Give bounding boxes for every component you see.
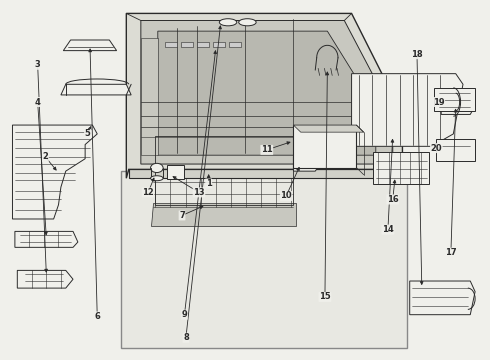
- Polygon shape: [441, 99, 475, 114]
- Text: 16: 16: [387, 195, 399, 204]
- Text: 14: 14: [382, 225, 394, 234]
- Text: 1: 1: [206, 179, 212, 188]
- Text: 18: 18: [411, 50, 423, 59]
- Polygon shape: [129, 169, 402, 178]
- Polygon shape: [63, 40, 117, 51]
- Polygon shape: [168, 165, 184, 179]
- Polygon shape: [181, 42, 193, 47]
- Ellipse shape: [220, 19, 237, 26]
- Text: 4: 4: [35, 98, 41, 107]
- Bar: [146, 17, 301, 139]
- Text: 10: 10: [280, 192, 292, 201]
- Ellipse shape: [150, 163, 163, 172]
- Polygon shape: [373, 152, 429, 184]
- Polygon shape: [15, 231, 78, 247]
- Text: 12: 12: [142, 188, 154, 197]
- Polygon shape: [141, 38, 158, 155]
- Polygon shape: [352, 74, 463, 146]
- Text: 3: 3: [35, 60, 41, 69]
- Bar: [122, 171, 407, 348]
- Polygon shape: [294, 125, 364, 132]
- Polygon shape: [165, 42, 177, 47]
- Polygon shape: [141, 21, 393, 164]
- Text: 20: 20: [431, 144, 442, 153]
- Ellipse shape: [150, 176, 163, 181]
- Polygon shape: [150, 203, 296, 226]
- Text: 9: 9: [182, 310, 187, 319]
- Polygon shape: [410, 281, 475, 315]
- Text: 17: 17: [445, 248, 457, 257]
- Polygon shape: [12, 125, 97, 219]
- Polygon shape: [197, 42, 209, 47]
- Text: 7: 7: [179, 211, 185, 220]
- Polygon shape: [17, 270, 73, 288]
- Polygon shape: [229, 42, 241, 47]
- Polygon shape: [213, 42, 225, 47]
- Text: 19: 19: [433, 98, 444, 107]
- Polygon shape: [294, 125, 356, 168]
- Polygon shape: [437, 139, 475, 161]
- Text: 15: 15: [319, 292, 331, 301]
- Text: 6: 6: [94, 312, 100, 321]
- Polygon shape: [294, 157, 320, 171]
- Polygon shape: [434, 88, 475, 111]
- Text: 2: 2: [43, 153, 49, 162]
- Text: 13: 13: [193, 188, 205, 197]
- Polygon shape: [158, 31, 376, 155]
- Text: 5: 5: [85, 130, 91, 139]
- Text: 11: 11: [261, 145, 272, 154]
- Ellipse shape: [239, 19, 256, 26]
- Text: 8: 8: [183, 333, 189, 342]
- Polygon shape: [61, 84, 131, 95]
- Polygon shape: [126, 13, 402, 178]
